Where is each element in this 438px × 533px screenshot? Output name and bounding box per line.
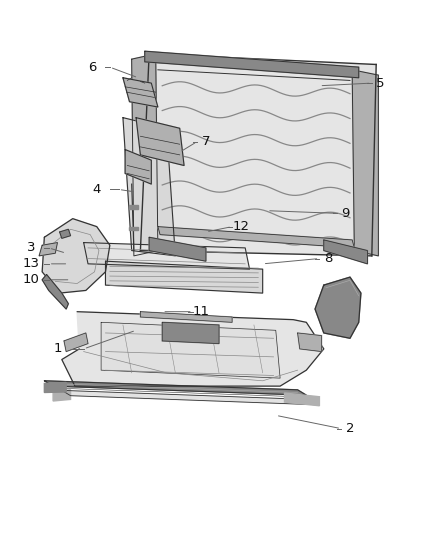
- Polygon shape: [42, 219, 110, 293]
- Polygon shape: [39, 243, 57, 256]
- Polygon shape: [123, 78, 158, 107]
- Polygon shape: [123, 118, 175, 256]
- Polygon shape: [132, 54, 158, 256]
- Text: 8: 8: [324, 252, 332, 265]
- Polygon shape: [84, 243, 250, 269]
- Polygon shape: [60, 229, 71, 238]
- Polygon shape: [64, 333, 88, 352]
- Text: 9: 9: [342, 207, 350, 220]
- Text: 3: 3: [27, 241, 35, 254]
- Text: 6: 6: [88, 61, 96, 74]
- Polygon shape: [130, 205, 138, 209]
- Polygon shape: [44, 381, 306, 395]
- Polygon shape: [352, 70, 378, 256]
- Polygon shape: [324, 240, 367, 264]
- Text: 10: 10: [23, 273, 40, 286]
- Text: 7: 7: [201, 135, 210, 148]
- Polygon shape: [136, 118, 184, 165]
- Text: 12: 12: [232, 220, 249, 233]
- Polygon shape: [42, 274, 68, 309]
- Text: 13: 13: [23, 257, 40, 270]
- Polygon shape: [141, 312, 232, 322]
- Polygon shape: [297, 333, 321, 352]
- Polygon shape: [101, 322, 280, 378]
- Polygon shape: [158, 227, 354, 248]
- Polygon shape: [141, 54, 376, 256]
- Polygon shape: [315, 277, 361, 338]
- Polygon shape: [125, 150, 151, 184]
- Polygon shape: [145, 51, 359, 78]
- Polygon shape: [62, 312, 324, 386]
- Polygon shape: [162, 322, 219, 344]
- Polygon shape: [106, 261, 263, 293]
- Text: 11: 11: [193, 305, 210, 318]
- Text: 5: 5: [376, 77, 385, 90]
- Text: 2: 2: [346, 422, 354, 435]
- Text: 1: 1: [53, 342, 62, 356]
- Polygon shape: [53, 390, 71, 401]
- Polygon shape: [62, 390, 315, 405]
- Polygon shape: [149, 237, 206, 261]
- Polygon shape: [130, 227, 138, 230]
- Text: 4: 4: [92, 183, 101, 196]
- Polygon shape: [44, 382, 66, 392]
- Polygon shape: [285, 393, 319, 406]
